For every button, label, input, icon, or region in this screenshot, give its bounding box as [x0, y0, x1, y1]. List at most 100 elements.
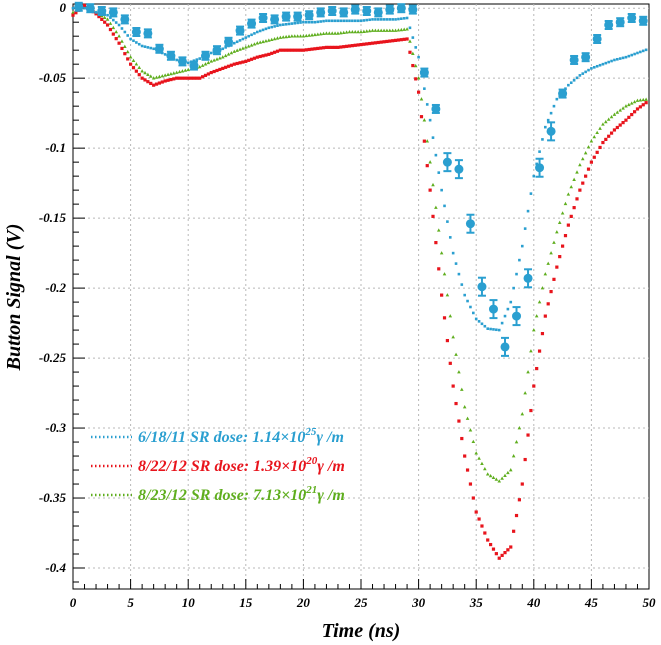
series-point	[644, 48, 648, 52]
data-marker	[224, 37, 234, 47]
series-point	[414, 46, 418, 49]
series-point	[391, 18, 394, 21]
series-point	[313, 47, 317, 51]
series-point	[488, 473, 493, 478]
series-point	[422, 118, 427, 122]
series-point	[302, 20, 305, 24]
series-point	[313, 32, 317, 37]
series-point	[149, 81, 153, 86]
series-point	[469, 305, 472, 309]
series-point	[385, 28, 389, 32]
series-point	[152, 83, 156, 87]
y-tick-label: 0	[60, 0, 67, 15]
series-point	[117, 23, 121, 27]
y-tick-label: -0.15	[39, 210, 67, 225]
series-point	[563, 234, 568, 238]
series-point	[224, 65, 228, 69]
series-point	[534, 314, 539, 318]
series-point	[157, 74, 162, 79]
series-point	[279, 23, 282, 27]
series-point	[247, 58, 251, 62]
series-point	[310, 20, 314, 24]
data-marker	[74, 2, 84, 12]
series-point	[345, 19, 348, 23]
series-point	[416, 76, 421, 80]
series-point	[629, 101, 634, 105]
data-marker	[97, 6, 107, 16]
series-point	[529, 408, 533, 413]
series-point	[506, 307, 510, 311]
series-point	[123, 30, 127, 34]
series-point	[347, 29, 352, 34]
series-point	[365, 18, 369, 22]
series-point	[232, 41, 236, 45]
series-point	[209, 59, 214, 63]
y-tick-label: -0.3	[45, 420, 66, 435]
series-point	[436, 228, 441, 232]
series-point	[319, 46, 323, 50]
data-marker	[362, 6, 372, 16]
series-point	[152, 47, 155, 51]
series-point	[546, 118, 550, 122]
series-point	[572, 206, 576, 210]
data-marker	[339, 7, 349, 17]
series-point	[549, 111, 553, 115]
series-point	[552, 104, 556, 108]
series-point	[276, 24, 279, 27]
series-point	[595, 64, 599, 68]
series-point	[350, 29, 355, 34]
series-point	[255, 41, 260, 45]
series-point	[463, 454, 467, 458]
series-point	[106, 13, 109, 17]
series-point	[489, 542, 493, 547]
series-point	[296, 48, 300, 52]
series-point	[526, 370, 530, 374]
series-point	[601, 122, 605, 126]
series-point	[411, 51, 415, 55]
x-tick-label: 0	[70, 595, 77, 610]
series-point	[376, 40, 380, 45]
series-point	[189, 76, 193, 80]
series-point	[561, 244, 565, 248]
series-dotted-line	[71, 3, 648, 560]
series-point	[448, 314, 453, 318]
series-point	[575, 76, 579, 80]
series-point	[405, 16, 409, 20]
series-point	[134, 69, 138, 73]
series-point	[586, 167, 591, 171]
series-point	[307, 20, 311, 24]
series-point	[175, 76, 179, 80]
series-point	[607, 134, 611, 138]
series-point	[563, 201, 568, 206]
series-point	[480, 461, 484, 466]
series-point	[273, 50, 277, 54]
series-point	[203, 62, 208, 66]
series-point	[635, 107, 640, 111]
series-point	[546, 302, 550, 306]
series-point	[364, 29, 369, 33]
series-point	[123, 52, 127, 56]
series-point	[477, 517, 481, 521]
series-point	[624, 104, 628, 108]
series-point	[160, 74, 165, 78]
series-point	[264, 53, 268, 57]
series-point	[517, 426, 522, 430]
series-point	[232, 49, 237, 53]
series-point	[419, 115, 424, 119]
series-point	[581, 72, 585, 75]
series-point	[595, 150, 599, 154]
series-point	[359, 42, 363, 47]
series-point	[310, 47, 314, 51]
series-point	[345, 44, 349, 48]
series-point	[445, 338, 449, 343]
series-point	[215, 57, 219, 61]
series-point	[535, 162, 538, 166]
data-marker	[120, 14, 130, 24]
series-point	[379, 28, 383, 32]
series-point	[512, 286, 515, 290]
series-point	[477, 320, 481, 323]
series-point	[454, 401, 458, 406]
series-point	[367, 28, 372, 33]
series-point	[341, 30, 346, 34]
series-point	[284, 48, 288, 52]
